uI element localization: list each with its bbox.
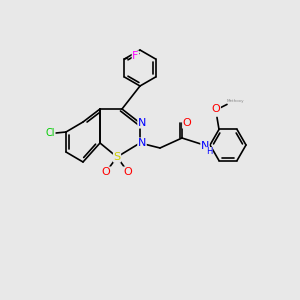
Text: F: F [132, 51, 139, 61]
Text: O: O [183, 118, 191, 128]
Text: Cl: Cl [45, 128, 55, 138]
Text: N: N [201, 141, 209, 151]
Text: S: S [113, 152, 121, 162]
Text: N: N [138, 118, 146, 128]
Text: O: O [124, 167, 132, 177]
Text: Methoxy: Methoxy [227, 99, 244, 104]
Text: O: O [102, 167, 110, 177]
Text: O: O [212, 104, 220, 114]
Text: H: H [206, 148, 212, 157]
Text: N: N [138, 138, 146, 148]
